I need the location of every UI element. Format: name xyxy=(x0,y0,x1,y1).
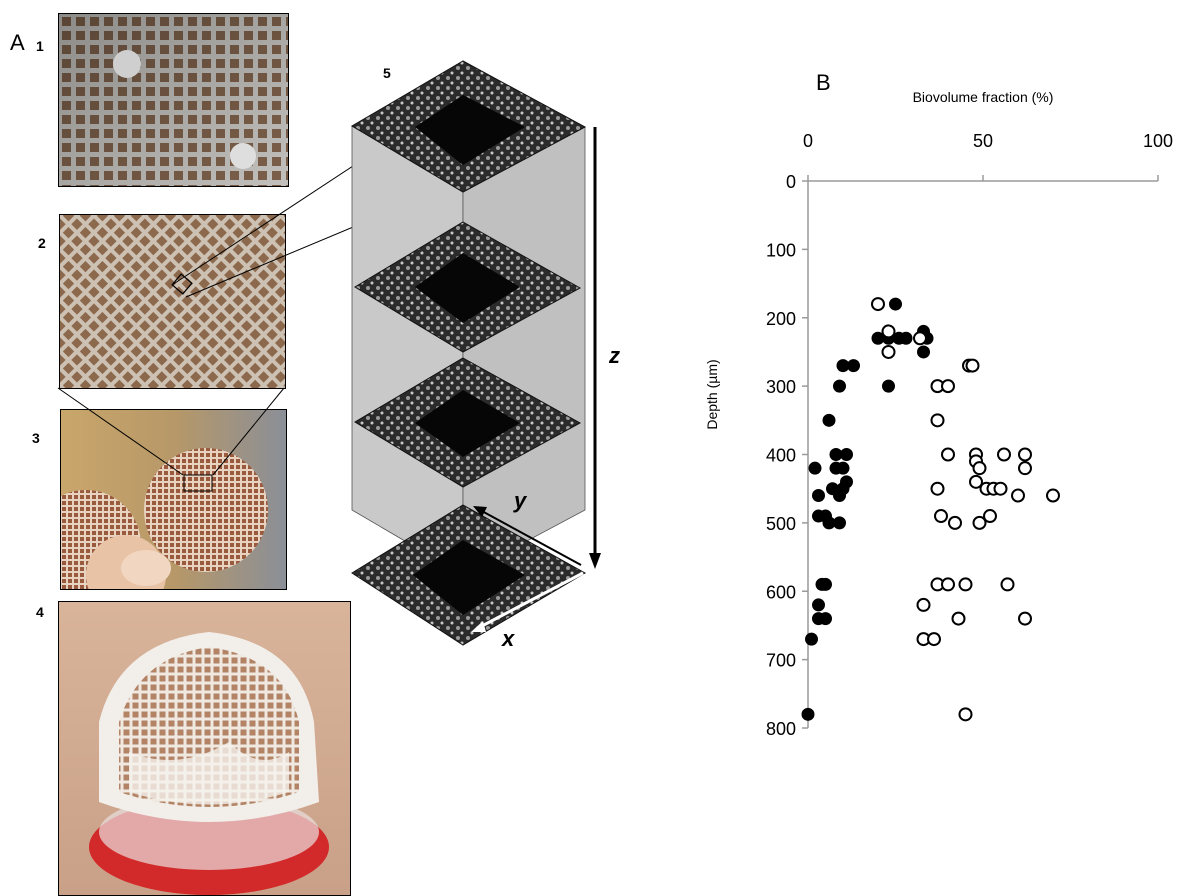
open-point xyxy=(951,611,966,626)
filled-point xyxy=(917,345,930,359)
slice-2 xyxy=(354,221,582,353)
x-tick-label: 100 xyxy=(1143,131,1173,151)
x-tick-label: 50 xyxy=(973,131,993,151)
open-point xyxy=(881,324,896,339)
open-point xyxy=(930,481,945,496)
y-axis-arrow xyxy=(479,509,582,566)
filled-point xyxy=(899,331,913,345)
photo-biofilm-sample xyxy=(58,601,351,896)
y-tick-label: 400 xyxy=(766,446,796,466)
filled-point xyxy=(882,379,895,393)
sub-label-5: 5 xyxy=(383,65,391,81)
stack-side-left xyxy=(351,125,464,576)
y-tick-label: 500 xyxy=(766,514,796,534)
filled-point xyxy=(819,612,832,626)
filled-point xyxy=(812,489,825,503)
discs-in-hand-image xyxy=(61,410,286,589)
sub-label-1: 1 xyxy=(36,38,44,54)
sub-label-3: 3 xyxy=(32,430,40,446)
slice-3 xyxy=(354,357,582,488)
biofilm-sample-image xyxy=(59,602,350,895)
open-point xyxy=(1000,577,1015,592)
panel-a-letter: A xyxy=(10,30,25,55)
open-point xyxy=(871,297,885,312)
sub-label-4: 4 xyxy=(36,604,44,620)
open-point xyxy=(958,577,973,592)
open-point xyxy=(1018,461,1032,476)
x-axis-title: Biovolume fraction (%) xyxy=(913,89,1054,105)
photo-mesh-diagonal xyxy=(59,214,286,389)
filled-point xyxy=(819,577,832,591)
filled-point xyxy=(833,516,846,530)
x-tick-label: 0 xyxy=(803,131,813,151)
open-point xyxy=(934,509,948,524)
open-point xyxy=(969,474,983,489)
open-point xyxy=(993,481,1008,496)
open-point xyxy=(941,447,955,462)
mesh-diagonal-image xyxy=(60,215,285,388)
open-point xyxy=(997,447,1011,462)
open-point xyxy=(983,509,997,524)
open-point xyxy=(913,331,927,346)
filled-point xyxy=(836,461,850,475)
filled-point xyxy=(812,598,825,612)
open-point xyxy=(941,379,955,394)
panel-b-letter: B xyxy=(816,70,831,95)
open-point xyxy=(965,358,980,373)
biovolume-depth-chart: 0 50 100 0 100 200 300 400 500 600 700 800 Biovolume… xyxy=(704,89,1173,739)
filled-point xyxy=(808,461,822,475)
filled-point xyxy=(805,632,818,646)
y-tick-label: 300 xyxy=(766,377,796,397)
filled-point xyxy=(847,359,860,373)
y-tick-label: 800 xyxy=(766,719,796,739)
open-point xyxy=(972,515,987,530)
mesh-closeup-image xyxy=(59,14,288,186)
y-tick-label: 100 xyxy=(766,240,796,260)
open-point xyxy=(930,413,945,428)
open-point xyxy=(958,707,973,722)
y-tick-label: 600 xyxy=(766,582,796,602)
open-point xyxy=(1018,611,1032,626)
y-tick-label: 200 xyxy=(766,309,796,329)
x-axis-arrow xyxy=(479,571,584,629)
open-point xyxy=(1046,488,1060,503)
y-tick-label: 0 xyxy=(786,172,796,192)
y-tick-label: 700 xyxy=(766,651,796,671)
open-point xyxy=(948,515,962,530)
open-point xyxy=(881,344,896,359)
y-axis-title: Depth (µm) xyxy=(704,359,720,429)
filled-point xyxy=(840,448,853,461)
confocal-stack xyxy=(351,60,601,646)
slice-1 xyxy=(351,60,587,193)
open-point xyxy=(941,577,955,592)
filled-point xyxy=(833,379,846,393)
sub-label-2: 2 xyxy=(38,235,46,251)
open-point xyxy=(1018,447,1032,462)
open-point xyxy=(972,461,987,476)
photo-mesh-closeup xyxy=(58,13,289,187)
open-point xyxy=(927,632,941,647)
y-axis-label: y xyxy=(514,488,527,513)
open-point xyxy=(1011,488,1025,503)
filled-point xyxy=(822,413,836,427)
filled-point xyxy=(833,489,846,503)
photo-discs-in-hand xyxy=(60,409,287,590)
slice-4 xyxy=(351,504,587,646)
z-axis-label: z xyxy=(609,343,620,368)
filled-point xyxy=(801,707,815,721)
open-point xyxy=(916,597,931,612)
filled-point xyxy=(889,297,902,311)
x-axis-label: x xyxy=(502,626,515,651)
